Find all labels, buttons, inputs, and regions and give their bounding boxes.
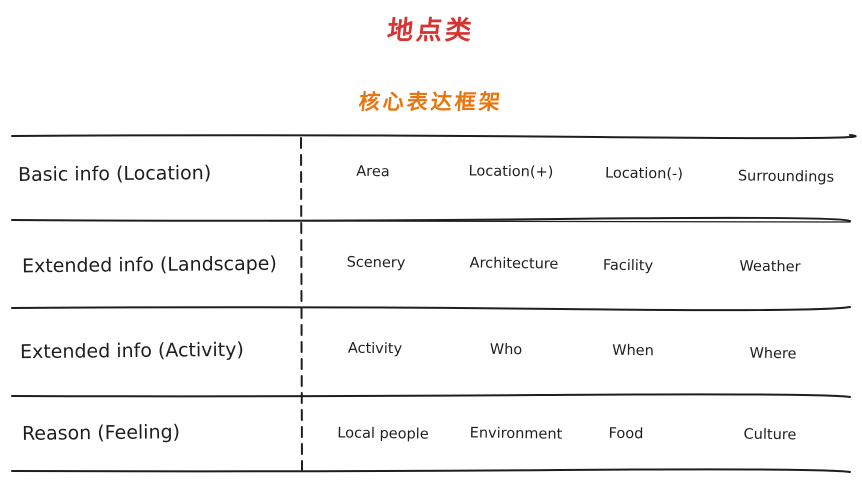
cell-item: Activity (347, 340, 403, 358)
table-row: Extended info (Landscape) Scenery Archit… (0, 222, 862, 308)
row-label: Extended info (Activity) (19, 338, 244, 364)
cell-item: Who (489, 341, 523, 359)
cell-item: Scenery (346, 254, 406, 272)
cell-item: Environment (469, 425, 563, 443)
table-row: Extended info (Activity) Activity Who Wh… (0, 309, 862, 395)
framework-subtitle: 核心表达框架 (357, 90, 505, 114)
cell-item: Weather (739, 258, 801, 276)
page-title: 地点类 (385, 16, 476, 46)
row-label: Extended info (Landscape) (21, 252, 277, 278)
cell-item: Surroundings (737, 168, 835, 186)
cell-item: Area (356, 163, 390, 181)
cell-item: Facility (602, 257, 654, 275)
cell-item: Where (749, 345, 797, 363)
cell-item: Culture (743, 426, 797, 444)
cell-item: Location(+) (468, 163, 554, 181)
cell-item: When (612, 342, 654, 360)
cell-item: Local people (337, 425, 429, 443)
cell-item: Location(-) (604, 165, 684, 183)
cell-item: Food (608, 425, 644, 443)
row-label: Reason (Feeling) (21, 421, 181, 445)
table-row: Reason (Feeling) Local people Environmen… (0, 397, 862, 483)
row-label: Basic info (Location) (17, 161, 212, 187)
cell-item: Architecture (469, 255, 559, 273)
table-row: Basic info (Location) Area Location(+) L… (0, 136, 862, 222)
